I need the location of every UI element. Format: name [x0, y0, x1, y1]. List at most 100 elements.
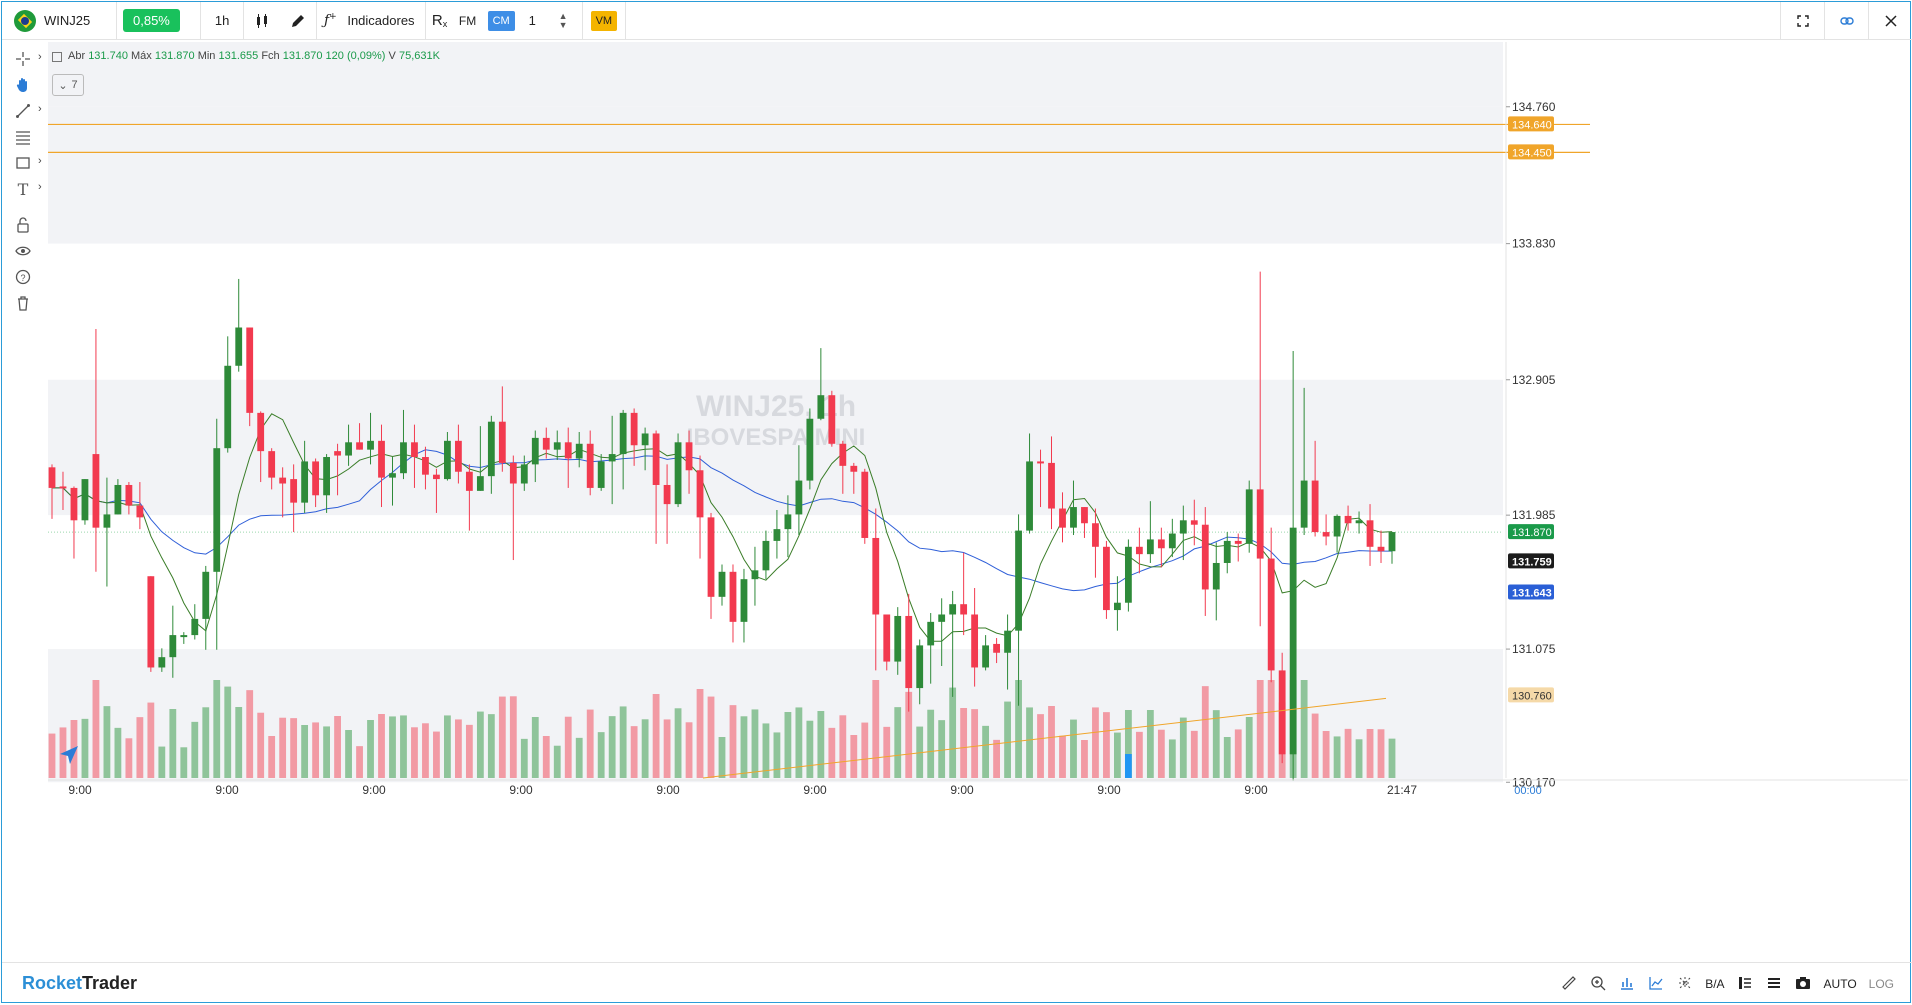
- candle-body: [905, 615, 913, 689]
- chevron-right-icon[interactable]: ›: [38, 181, 42, 193]
- time-tick-label: 9:00: [215, 783, 239, 797]
- candle-body: [1157, 539, 1165, 549]
- ma-slow-line: [52, 449, 1392, 592]
- candle-body: [509, 462, 517, 484]
- volume-bar: [1322, 731, 1330, 778]
- candle-body: [290, 479, 298, 503]
- time-tick-label: 9:00: [1097, 783, 1121, 797]
- change-badge: 0,85%: [123, 9, 180, 32]
- volume-bar: [433, 731, 440, 778]
- volume-bar: [389, 716, 396, 778]
- candle-body: [586, 443, 594, 488]
- navigate-arrow-icon[interactable]: [58, 744, 82, 768]
- volume-bar: [279, 717, 287, 778]
- log-scale-toggle[interactable]: LOG: [1868, 977, 1894, 991]
- candle-body: [103, 514, 111, 528]
- layers-count: 7: [71, 79, 78, 91]
- fm-button[interactable]: FM: [454, 2, 482, 40]
- volume-bar: [202, 707, 210, 778]
- line-chart-icon[interactable]: [1641, 975, 1670, 994]
- drawing-toolbar: › › › T › ?: [2, 42, 46, 782]
- volume-bar: [257, 712, 265, 778]
- bar-chart-icon[interactable]: [1612, 975, 1641, 994]
- bid-ask-toggle[interactable]: B/A: [1705, 977, 1725, 991]
- price-tag-label: 130.760: [1512, 690, 1552, 702]
- candle-body: [1311, 480, 1319, 533]
- candle-body: [1366, 520, 1374, 547]
- candle-body: [707, 517, 715, 597]
- volume-bar: [1081, 740, 1088, 778]
- function-icon[interactable]: ƒ+: [323, 12, 337, 29]
- volume-bar: [158, 746, 166, 778]
- help-icon[interactable]: ?: [12, 266, 34, 288]
- zoom-in-icon[interactable]: [1583, 975, 1612, 994]
- eye-icon[interactable]: [12, 240, 34, 262]
- candle-body: [323, 457, 330, 496]
- chart-panel[interactable]: WINJ25, 1h IBOVESPA MINI 134.760 133.830 13…: [48, 42, 1908, 962]
- trash-icon[interactable]: [12, 292, 34, 314]
- volume-bar: [982, 725, 990, 778]
- link-icon[interactable]: [1824, 2, 1868, 40]
- volume-bar: [1026, 707, 1033, 778]
- volume-bar: [685, 722, 693, 778]
- volume-bar: [641, 719, 649, 778]
- auto-scale-toggle[interactable]: AUTO: [1823, 977, 1857, 991]
- price-tag-box: [1508, 584, 1554, 600]
- grid-icon[interactable]: [1670, 975, 1699, 994]
- volume-bar: [1333, 736, 1341, 778]
- candle-body: [1322, 532, 1330, 537]
- hand-icon[interactable]: [12, 74, 34, 96]
- candle-body: [1179, 520, 1187, 534]
- chevron-right-icon[interactable]: ›: [38, 51, 42, 63]
- candle-body: [817, 395, 825, 419]
- low-value: 131.655: [218, 50, 259, 62]
- candle-body: [301, 461, 309, 503]
- indicator-layers-button[interactable]: ⌄ 7: [52, 74, 84, 96]
- text-icon[interactable]: T: [17, 179, 29, 199]
- volume-bar: [1190, 730, 1198, 778]
- ma-fast-line: [52, 413, 1393, 642]
- cm-button[interactable]: CM: [487, 10, 515, 31]
- camera-icon[interactable]: [1789, 975, 1818, 994]
- quantity-input[interactable]: 1: [528, 13, 536, 28]
- candle-body: [850, 465, 858, 472]
- vm-button[interactable]: VM: [590, 10, 618, 31]
- fullscreen-icon[interactable]: [1780, 2, 1824, 40]
- indicators-button[interactable]: Indicadores: [347, 13, 415, 28]
- volume-bar: [993, 739, 1000, 778]
- ruler-icon[interactable]: [1554, 975, 1583, 994]
- symbol-selector[interactable]: WINJ25: [44, 13, 91, 28]
- candle-body: [597, 461, 605, 488]
- candle-body: [696, 470, 704, 518]
- close-icon[interactable]: [1868, 2, 1912, 40]
- chevron-right-icon[interactable]: ›: [38, 155, 42, 167]
- crosshair-icon[interactable]: [12, 48, 34, 70]
- brand-part2: Trader: [82, 973, 138, 993]
- legend-collapse-toggle[interactable]: [52, 52, 62, 62]
- candle-body: [487, 421, 495, 477]
- fibonacci-icon[interactable]: [12, 126, 34, 148]
- volume-bar: [894, 707, 902, 778]
- candle-body: [147, 576, 155, 668]
- volume-bar: [1168, 739, 1176, 778]
- candle-body: [498, 421, 506, 463]
- rectangle-icon[interactable]: [12, 152, 34, 174]
- candle-body: [1388, 532, 1396, 552]
- open-label: Abr: [68, 50, 86, 62]
- volume-bar: [905, 691, 913, 778]
- chevron-right-icon[interactable]: ›: [38, 103, 42, 115]
- list-icon[interactable]: [1760, 975, 1789, 994]
- volume-bar: [301, 725, 309, 778]
- volume-bar: [938, 720, 946, 778]
- trendline-icon[interactable]: [12, 100, 34, 122]
- quantity-stepper[interactable]: ▲ ▼: [558, 10, 568, 30]
- candlestick-type-icon[interactable]: [244, 2, 280, 40]
- pencil-icon[interactable]: [280, 2, 316, 40]
- candle-body: [916, 645, 924, 689]
- timeframe-selector[interactable]: 1h: [214, 13, 230, 28]
- volume-bar: [422, 723, 429, 778]
- unlock-icon[interactable]: [12, 214, 34, 236]
- book-icon[interactable]: [1731, 975, 1760, 994]
